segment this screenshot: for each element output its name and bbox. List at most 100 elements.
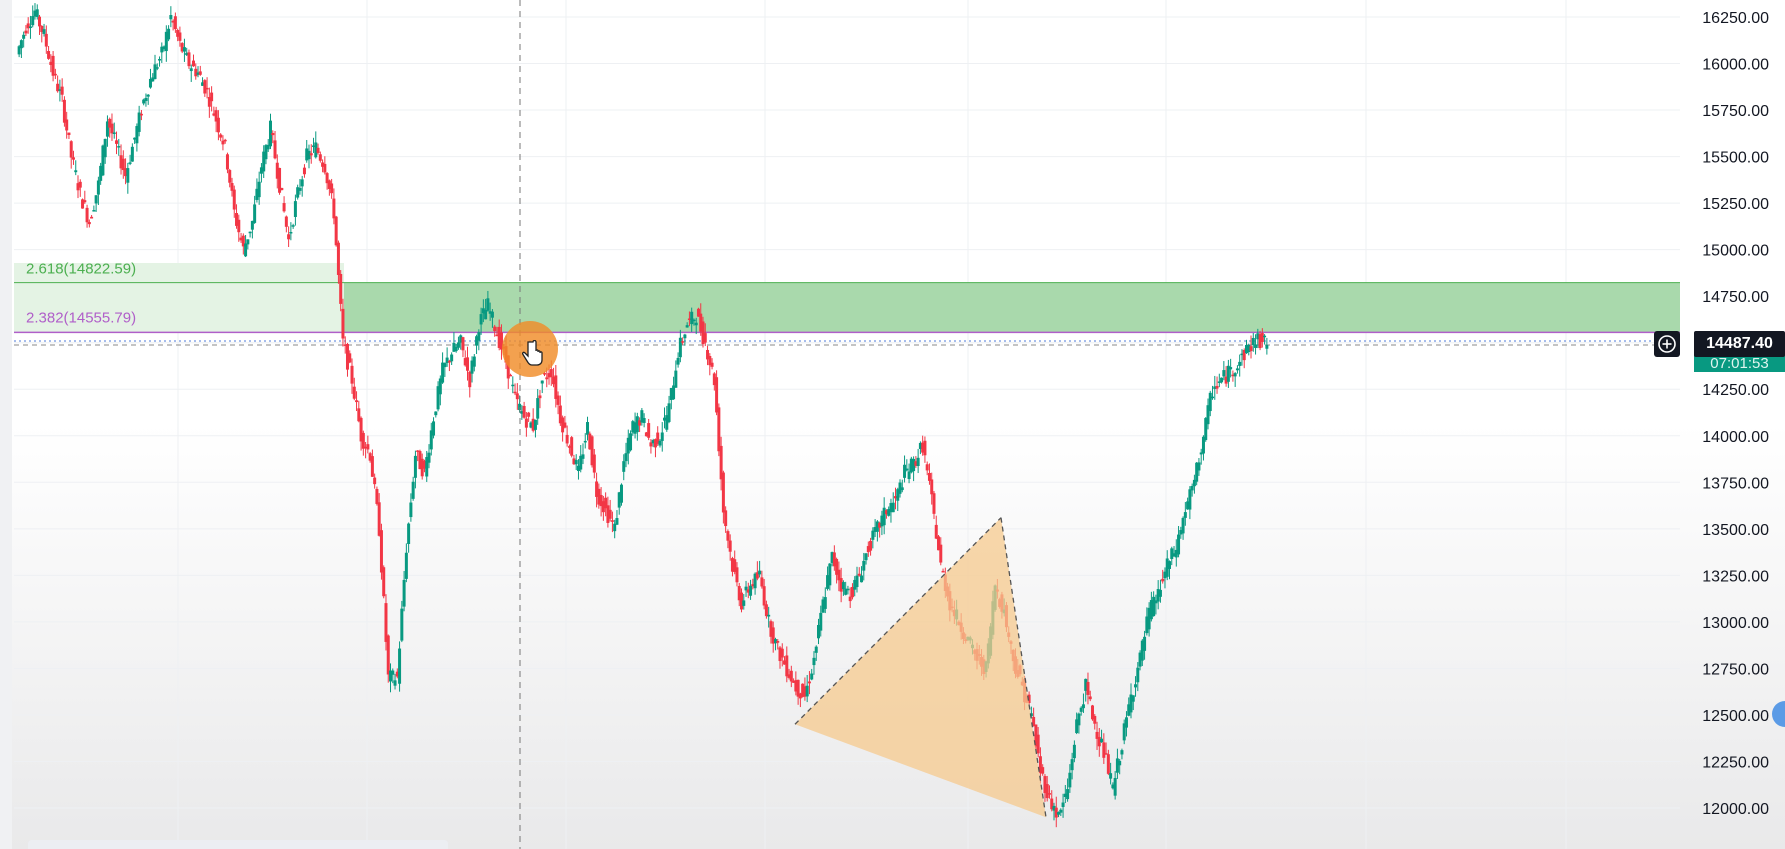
- candle-body: [511, 384, 515, 387]
- candle-body: [1029, 713, 1033, 717]
- candle-body: [26, 23, 30, 29]
- candle-body: [307, 150, 311, 160]
- candle-body: [44, 33, 48, 47]
- candle-body: [28, 26, 32, 29]
- triangle-drawing[interactable]: [794, 517, 1047, 818]
- candle-body: [563, 422, 567, 428]
- candle-body: [1165, 558, 1169, 577]
- candle-body: [1054, 807, 1058, 818]
- candle-body: [658, 440, 662, 446]
- candle-body: [882, 507, 886, 526]
- candle-body: [382, 567, 386, 597]
- candle-body: [87, 222, 91, 225]
- candle-body: [228, 170, 232, 183]
- candle-body: [445, 357, 449, 363]
- candle-body: [586, 422, 590, 435]
- candle-body: [1093, 715, 1097, 724]
- candle-body: [60, 86, 64, 95]
- candle-body: [787, 674, 791, 678]
- candle-body: [246, 239, 250, 245]
- candle-body: [214, 110, 218, 122]
- candle-body: [1192, 479, 1196, 487]
- candle-body: [171, 20, 175, 23]
- candle-body: [760, 577, 764, 587]
- fib-extension[interactable]: 2.618(14822.59) 2.382(14555.79): [14, 261, 1680, 346]
- candle-body: [1190, 486, 1194, 491]
- candle-body: [556, 395, 560, 405]
- candle-body: [866, 546, 870, 553]
- candle-body: [359, 417, 363, 442]
- candle-body: [259, 167, 263, 174]
- candle-body: [282, 203, 286, 212]
- candle-body: [1109, 773, 1113, 779]
- candle-body: [456, 342, 460, 348]
- candle-body: [386, 635, 390, 675]
- candle-body: [343, 344, 347, 346]
- candle-body: [1045, 784, 1049, 799]
- candle-body: [345, 343, 349, 370]
- candle-body: [436, 386, 440, 410]
- candle-body: [169, 15, 173, 20]
- add-alert-button[interactable]: [1654, 331, 1680, 357]
- candle-body: [422, 460, 426, 469]
- candle-body: [708, 356, 712, 366]
- candle-body: [51, 55, 55, 76]
- candle-body: [832, 552, 836, 567]
- triangle-fill: [795, 517, 1046, 818]
- scroll-to-realtime-button[interactable]: [1772, 701, 1785, 727]
- candle-body: [65, 119, 69, 131]
- candle-body: [393, 680, 397, 686]
- candle-body: [366, 444, 370, 450]
- candle-body: [719, 445, 723, 480]
- candle-body: [300, 179, 304, 187]
- candle-body: [830, 552, 834, 563]
- price-axis[interactable]: 16250.00 16000.00 15750.00 15500.00 15250.00…: [1702, 10, 1769, 818]
- candle-body: [1097, 736, 1101, 747]
- candle-body: [780, 648, 784, 658]
- candle-body: [160, 46, 164, 53]
- candle-body: [907, 471, 911, 480]
- candle-body: [182, 47, 186, 52]
- candle-body: [604, 497, 608, 509]
- candle-body: [726, 531, 730, 541]
- candle-body: [291, 225, 295, 227]
- candle-body: [427, 452, 431, 463]
- candle-body: [1222, 370, 1226, 377]
- candle-body: [248, 231, 252, 234]
- candle-body: [558, 405, 562, 424]
- candle-body: [76, 183, 80, 191]
- candle-body: [565, 434, 569, 444]
- candle-body: [1070, 759, 1074, 771]
- candle-body: [848, 596, 852, 602]
- candle-body: [379, 530, 383, 573]
- candle-body: [176, 30, 180, 37]
- candle-body: [1036, 734, 1040, 754]
- candle-body: [545, 377, 549, 380]
- candle-body: [875, 521, 879, 532]
- candle-body: [83, 200, 87, 203]
- candle-body: [1111, 784, 1115, 789]
- candle-body: [755, 572, 759, 579]
- candle-body: [384, 603, 388, 642]
- candle-body: [373, 477, 377, 485]
- candle-body: [681, 341, 685, 343]
- candle-body: [837, 569, 841, 581]
- time-scroll-bar[interactable]: [28, 840, 448, 849]
- candle-body: [287, 234, 291, 240]
- candle-body: [1149, 600, 1153, 620]
- candle-body: [24, 30, 28, 34]
- candle-body: [264, 145, 268, 160]
- candle-body: [536, 398, 540, 419]
- candle-body: [302, 167, 306, 175]
- candle-body: [690, 311, 694, 325]
- candle-body: [880, 515, 884, 527]
- candle-body: [515, 393, 519, 400]
- candle-body: [1251, 337, 1255, 346]
- candle-body: [40, 25, 44, 33]
- candle-body: [513, 391, 517, 394]
- candle-body: [216, 117, 220, 133]
- candle-body: [144, 97, 148, 102]
- price-tick-label: 12000.00: [1702, 801, 1769, 818]
